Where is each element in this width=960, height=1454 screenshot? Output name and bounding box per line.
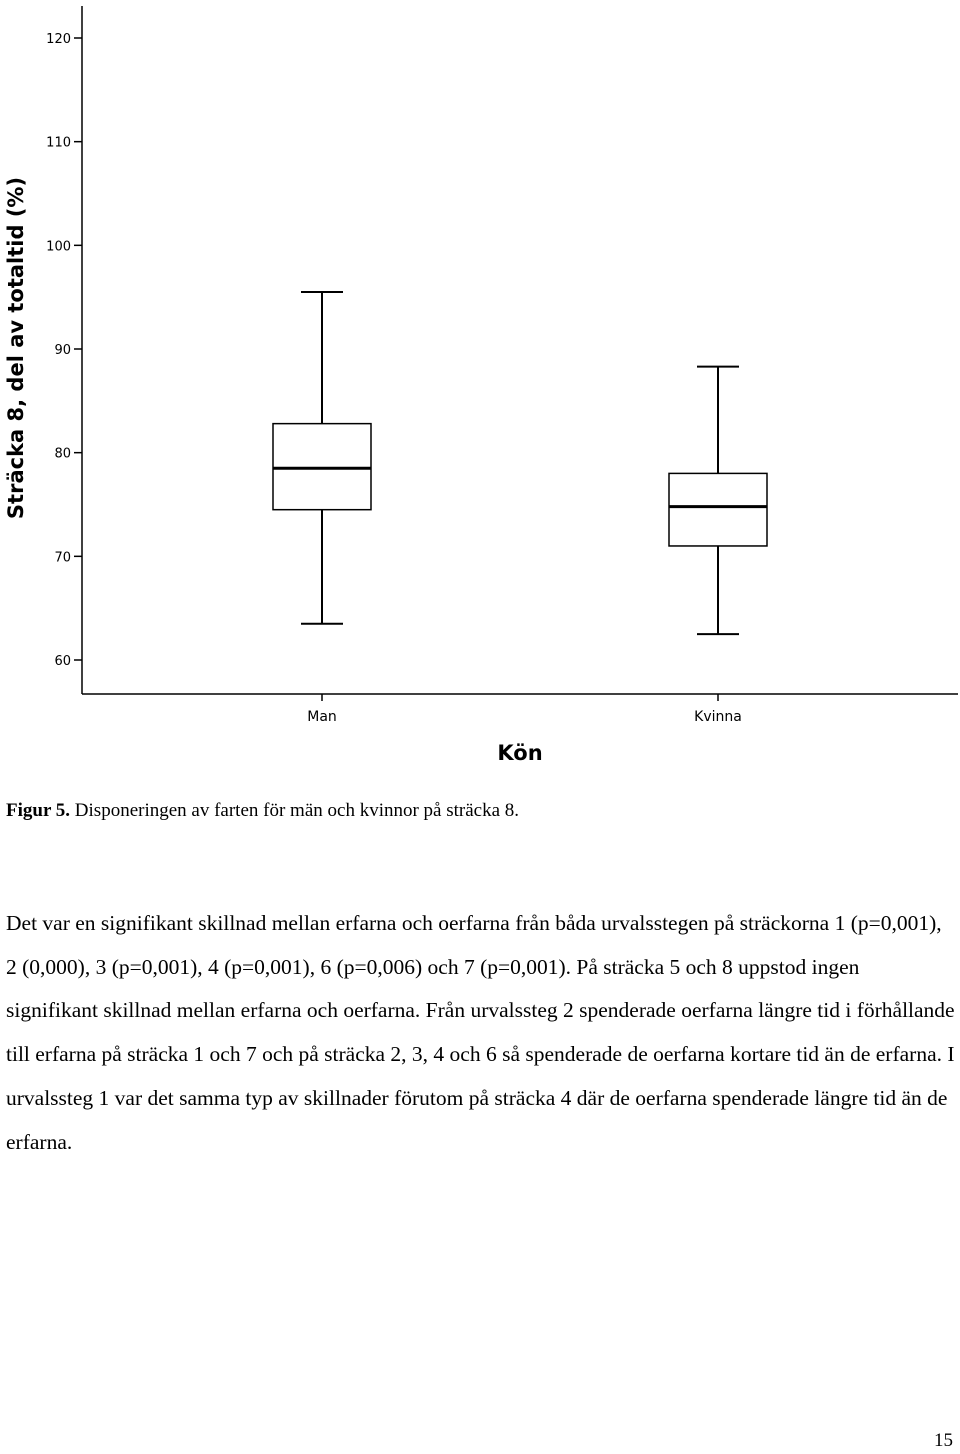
- y-tick-label: 80: [54, 447, 71, 462]
- y-tick-label: 110: [46, 136, 71, 151]
- y-tick-label: 60: [54, 654, 71, 669]
- box-series: [272, 290, 768, 636]
- x-tick-label: Man: [307, 709, 337, 725]
- chart-axes: [81, 6, 958, 695]
- page-number: 15: [934, 1430, 953, 1451]
- x-axis-title: Kön: [497, 741, 542, 765]
- box-plot-chart: 60 70 80 90 100 110 120 Man Kvinna Sträcka 8, d…: [4, 6, 958, 765]
- y-tick-label: 70: [54, 550, 71, 565]
- y-tick-label: 90: [54, 343, 71, 358]
- box-iqr: [272, 422, 372, 511]
- y-tick-label: 100: [46, 239, 71, 254]
- figure-caption-text: Disponeringen av farten för män och kvin…: [74, 800, 520, 821]
- x-tick-label: Kvinna: [694, 709, 742, 725]
- y-axis-title: Sträcka 8, del av totaltid (%): [4, 177, 28, 519]
- figure-caption: Figur 5. Disponeringen av farten för män…: [6, 800, 519, 822]
- x-axis-ticks: Man Kvinna: [307, 694, 742, 725]
- y-axis-ticks: 60 70 80 90 100 110 120: [46, 32, 82, 669]
- body-paragraph: Det var en signifikant skillnad mellan e…: [6, 911, 955, 1154]
- box-iqr: [668, 472, 768, 547]
- figure-caption-label: Figur 5.: [6, 800, 71, 821]
- y-tick-label: 120: [46, 32, 71, 47]
